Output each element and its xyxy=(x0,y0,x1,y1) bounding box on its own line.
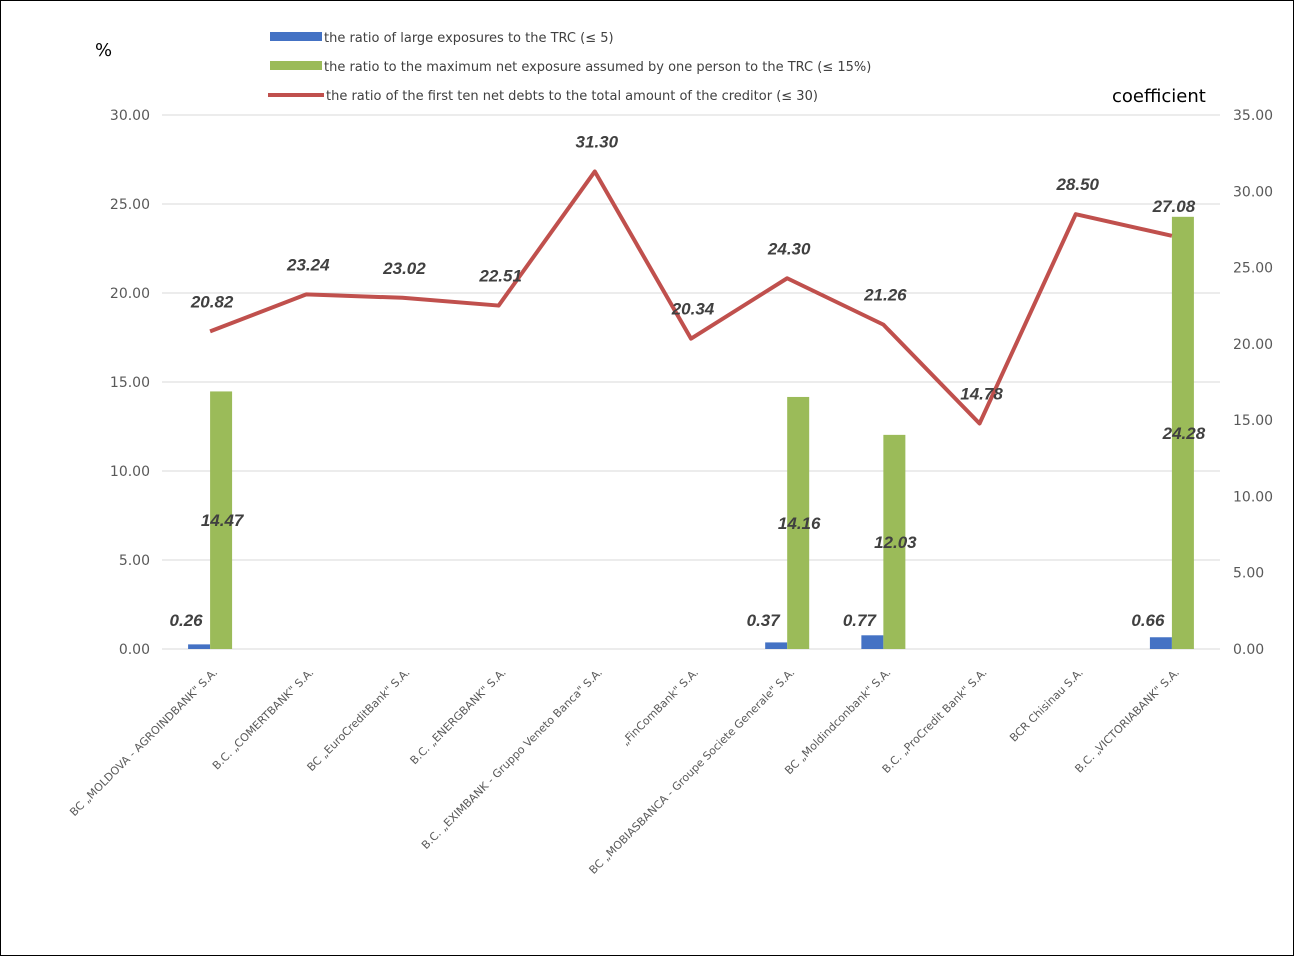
y-left-axis-title: % xyxy=(95,40,112,61)
right-tick-label: 0.00 xyxy=(1233,642,1264,658)
gridlines xyxy=(162,114,1220,650)
legend-item-first-ten-net-debts: the ratio of the first ten net debts to … xyxy=(268,89,818,104)
bar-max-net-exposure xyxy=(787,396,810,649)
data-label-first-ten-net-debts: 14.78 xyxy=(960,384,1003,403)
data-label-max-net-exposure: 24.28 xyxy=(1162,424,1206,443)
right-tick-label: 30.00 xyxy=(1233,184,1273,200)
bars xyxy=(188,216,1194,650)
legend-label: the ratio of large exposures to the TRC … xyxy=(324,31,614,46)
data-label-first-ten-net-debts: 28.50 xyxy=(1055,175,1099,194)
data-label-first-ten-net-debts: 22.51 xyxy=(478,267,522,286)
legend-label: the ratio of the first ten net debts to … xyxy=(326,89,818,104)
right-tick-label: 10.00 xyxy=(1233,489,1273,505)
bar-large-exposures xyxy=(861,635,884,649)
data-labels: 0.26 14.47 0.37 14.16 0.77 12.03 0.66 24.28 20.8… xyxy=(170,132,1206,630)
bar-max-net-exposure xyxy=(883,434,906,649)
left-tick-label: 20.00 xyxy=(110,286,150,302)
data-label-first-ten-net-debts: 31.30 xyxy=(576,132,619,151)
data-label-first-ten-net-debts: 20.82 xyxy=(190,292,234,311)
data-label-max-net-exposure: 14.47 xyxy=(201,511,245,530)
category-label: BC „MOLDOVA - AGROINDBANK" S.A. xyxy=(67,666,220,819)
line-first-ten-net-debts xyxy=(209,169,1173,426)
category-labels: BC „MOLDOVA - AGROINDBANK" S.A.B.C. „COM… xyxy=(67,666,1182,877)
y-right-axis-title: coefficient xyxy=(1112,86,1206,107)
category-label: BCR Chisinau S.A. xyxy=(1007,666,1086,745)
left-tick-label: 10.00 xyxy=(110,464,150,480)
left-tick-label: 15.00 xyxy=(110,375,150,391)
right-tick-label: 35.00 xyxy=(1233,108,1273,124)
data-label-large-exposures: 0.77 xyxy=(843,611,878,630)
right-tick-label: 25.00 xyxy=(1233,261,1273,277)
legend-item-max-net-exposure: the ratio to the maximum net exposure as… xyxy=(270,60,871,75)
data-label-large-exposures: 0.66 xyxy=(1131,611,1165,630)
legend-swatch-green xyxy=(270,61,322,70)
category-label: B.C. „EXIMBANK - Gruppo Veneto Banca" S.… xyxy=(419,666,605,852)
category-label: BC „MOBIASBANCA - Groupe Societe General… xyxy=(587,666,798,877)
legend-item-large-exposures: the ratio of large exposures to the TRC … xyxy=(270,31,614,46)
data-label-large-exposures: 0.26 xyxy=(170,611,204,630)
category-label: B.C. „COMERTBANK" S.A. xyxy=(210,666,316,772)
left-tick-label: 0.00 xyxy=(119,642,150,658)
data-label-first-ten-net-debts: 27.08 xyxy=(1152,197,1196,216)
right-axis-ticks: 0.00 5.00 10.00 15.00 20.00 25.00 30.00 35.00 xyxy=(1233,108,1273,658)
bar-large-exposures xyxy=(1149,637,1172,649)
category-label: „FinComBank" S.A. xyxy=(619,666,701,748)
left-axis-ticks: 0.00 5.00 10.00 15.00 20.00 25.00 30.00 xyxy=(110,108,150,658)
left-tick-label: 25.00 xyxy=(110,197,150,213)
left-tick-label: 30.00 xyxy=(110,108,150,124)
category-label: B.C. „ProCredit Bank" S.A. xyxy=(880,666,990,776)
line-series xyxy=(209,169,1173,426)
legend: the ratio of large exposures to the TRC … xyxy=(268,31,871,104)
data-label-first-ten-net-debts: 20.34 xyxy=(671,300,715,319)
category-label: B.C. „VICTORIABANK" S.A. xyxy=(1072,666,1182,776)
right-tick-label: 20.00 xyxy=(1233,337,1273,353)
data-label-max-net-exposure: 14.16 xyxy=(778,514,821,533)
category-label: BC „Moldindconbank" S.A. xyxy=(782,666,893,777)
data-label-first-ten-net-debts: 21.26 xyxy=(863,286,907,305)
left-tick-label: 5.00 xyxy=(119,553,150,569)
category-label: BC „EuroCreditBank" S.A. xyxy=(305,666,413,774)
right-tick-label: 15.00 xyxy=(1233,413,1273,429)
data-label-first-ten-net-debts: 23.24 xyxy=(286,255,330,274)
bar-large-exposures xyxy=(765,642,788,649)
data-label-first-ten-net-debts: 24.30 xyxy=(767,239,811,258)
bar-large-exposures xyxy=(188,644,211,649)
bar-max-net-exposure xyxy=(210,391,233,649)
bar-max-net-exposure xyxy=(1171,216,1194,650)
data-label-large-exposures: 0.37 xyxy=(747,611,782,630)
data-label-first-ten-net-debts: 23.02 xyxy=(382,259,426,278)
legend-swatch-blue xyxy=(270,32,322,41)
category-label: B.C. „ENERGBANK" S.A. xyxy=(408,666,509,767)
right-tick-label: 5.00 xyxy=(1233,566,1264,582)
data-label-max-net-exposure: 12.03 xyxy=(874,533,917,552)
legend-label: the ratio to the maximum net exposure as… xyxy=(324,60,871,75)
